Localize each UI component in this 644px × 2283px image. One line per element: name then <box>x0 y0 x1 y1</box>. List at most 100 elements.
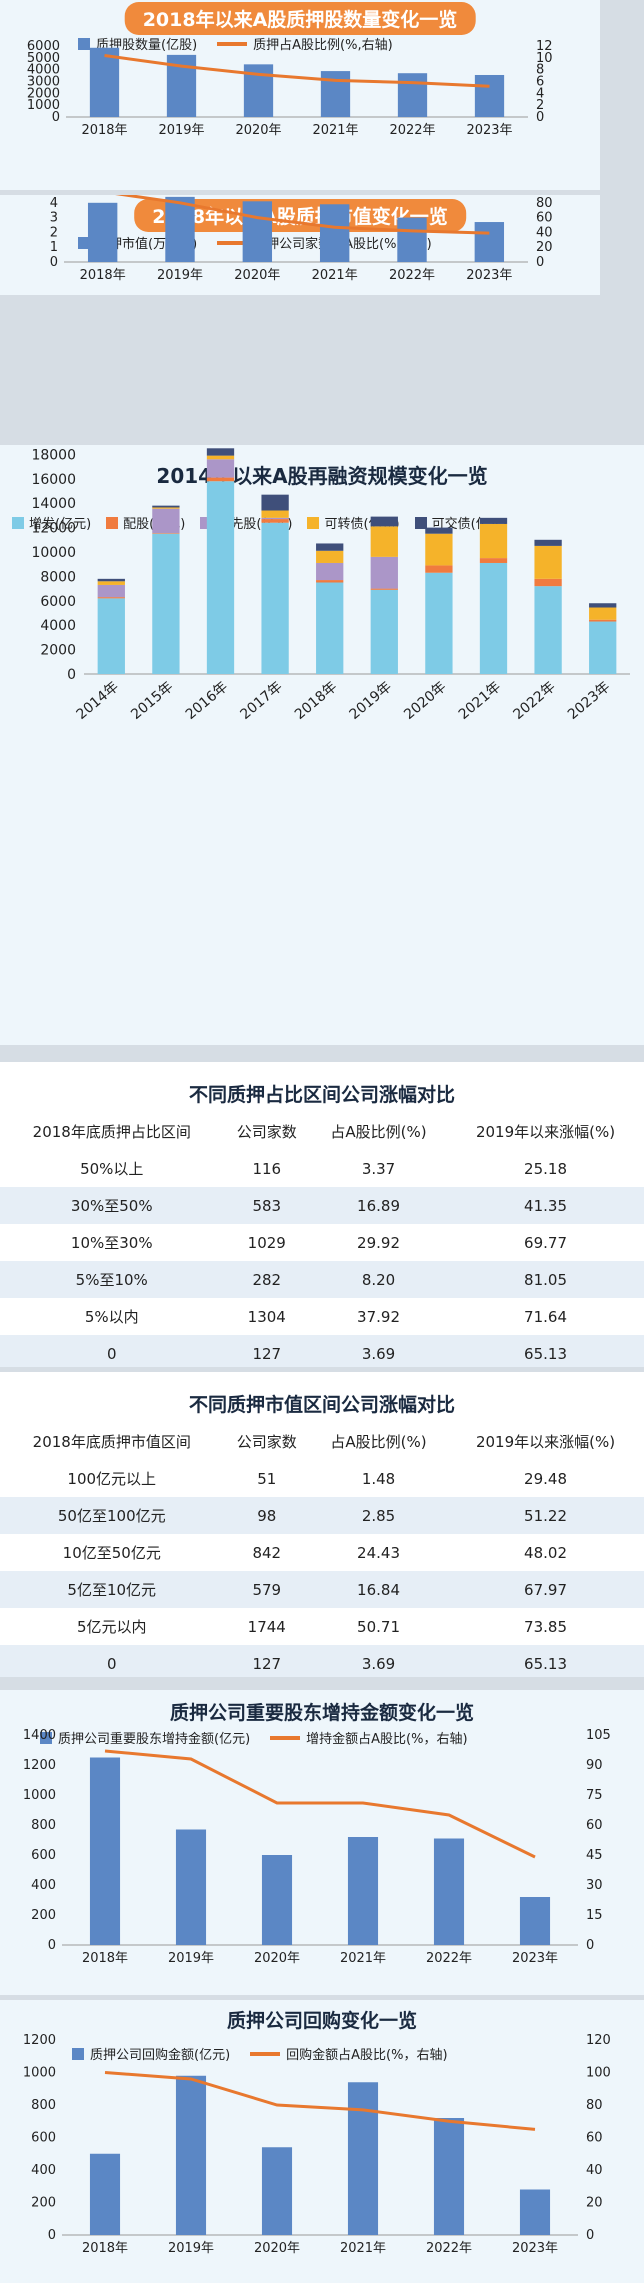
table-cell: 282 <box>223 1261 311 1298</box>
stacked-bar-segment <box>425 565 453 573</box>
column-header: 公司家数 <box>236 1432 297 1451</box>
bar <box>320 71 351 117</box>
legend-swatch <box>307 516 320 529</box>
bar <box>165 196 195 262</box>
table-cell: 73.85 <box>524 1617 567 1636</box>
table-row: 30%至50% 583 16.89 41.35 <box>0 1187 644 1224</box>
table-cell: 0 <box>0 1335 224 1367</box>
legend-swatch <box>414 516 427 529</box>
y-tick-label: 6000 <box>27 39 60 54</box>
chart-legend: 质押公司重要股东增持金额(亿元) 增持金额占A股比(%，右轴) <box>40 1728 468 1747</box>
table-cell: 51.22 <box>447 1497 644 1534</box>
bar <box>242 201 273 262</box>
x-tick-label: 2019年 <box>157 268 203 283</box>
bar <box>519 1897 551 1945</box>
table-header-row: 2018年底质押市值区间 公司家数 占A股比例(%) 2019年以来涨幅(%) <box>0 1422 644 1460</box>
table-row: 0 127 3.69 65.13 <box>0 1335 644 1367</box>
pledged-shares-panel: 2018年以来A股质押股数量变化一览 质押股数量(亿股) 质押占A股比例(%,右… <box>0 0 600 190</box>
bar <box>87 202 118 262</box>
x-tick-label: 2020年 <box>254 2241 300 2256</box>
column-header: 2018年底质押占比区间 <box>32 1122 191 1141</box>
stacked-bar-segment <box>152 508 180 534</box>
stacked-bar-segment <box>479 517 508 524</box>
table-cell: 29.48 <box>524 1469 567 1488</box>
stacked-bar-segment <box>97 578 125 582</box>
stacked-bar-segment <box>206 477 235 482</box>
x-tick-label: 2021年 <box>456 679 504 723</box>
y-tick-label: 5 <box>50 195 58 196</box>
y2-tick-label: 6 <box>536 75 544 90</box>
legend-label: 回购金额占A股比(%，右轴) <box>286 2048 448 2063</box>
y-tick-label: 1200 <box>23 2033 56 2048</box>
chart-title: 质押公司重要股东增持金额变化一览 <box>169 1702 474 1724</box>
x-tick-label: 2018年 <box>292 679 340 723</box>
table-header-row: 2018年底质押占比区间 公司家数 占A股比例(%) 2019年以来涨幅(%) <box>0 1112 644 1150</box>
y2-tick-label: 60 <box>586 2131 603 2146</box>
y-tick-label: 0 <box>48 1938 56 1953</box>
y-tick-label: 18000 <box>31 447 76 463</box>
x-tick-label: 2022年 <box>426 1951 472 1966</box>
stacked-bar-segment <box>152 505 180 508</box>
y2-tick-label: 0 <box>536 255 544 270</box>
value-table: 2018年底质押市值区间 公司家数 占A股比例(%) 2019年以来涨幅(%) … <box>0 1422 644 1677</box>
y-tick-label: 3000 <box>27 75 60 90</box>
x-tick-label: 2019年 <box>168 2241 214 2256</box>
x-tick-label: 2020年 <box>235 123 281 138</box>
stacked-bar-segment <box>534 578 562 587</box>
ratio-table-panel: 不同质押占比区间公司涨幅对比 2018年底质押占比区间 公司家数 占A股比例(%… <box>0 1062 644 1367</box>
refinancing-panel: 2014年以来A股再融资规模变化一览 增发(亿元) 配股(亿元) 优先股(亿元)… <box>0 445 644 1045</box>
y-tick-label: 1000 <box>23 1788 56 1803</box>
y-tick-label: 2000 <box>27 86 60 101</box>
table-cell: 1.48 <box>361 1469 396 1488</box>
bar <box>397 217 427 262</box>
y-tick-label: 2000 <box>40 643 76 659</box>
x-tick-label: 2021年 <box>312 268 358 283</box>
y-tick-label: 0 <box>48 2228 56 2243</box>
stacked-bar-segment <box>589 603 617 608</box>
table-cell: 51 <box>257 1469 277 1488</box>
stacked-bar-segment <box>316 562 344 581</box>
x-tick-label: 2020年 <box>401 679 449 723</box>
y-tick-label: 400 <box>31 1878 56 1893</box>
y2-tick-label: 8 <box>536 63 544 78</box>
table-cell: 29.92 <box>357 1233 400 1252</box>
table-cell: 5%以内 <box>84 1308 139 1326</box>
table-title: 不同质押市值区间公司涨幅对比 <box>188 1394 455 1416</box>
legend-label: 质押公司回购金额(亿元) <box>90 2048 231 2063</box>
table-row: 100亿元以上 51 1.48 29.48 <box>0 1460 644 1497</box>
column-header: 占A股比例(%) <box>330 1122 427 1141</box>
bar <box>433 2118 465 2235</box>
column-header: 公司家数 <box>236 1122 297 1141</box>
y-tick-label: 1 <box>50 240 58 255</box>
column-header: 2019年以来涨幅(%) <box>475 1122 616 1141</box>
stacked-bar-segment <box>316 582 344 674</box>
stacked-bar-segment <box>261 519 289 523</box>
x-tick-label: 2022年 <box>389 123 435 138</box>
x-tick-label: 2023年 <box>512 2241 558 2256</box>
x-tick-label: 2021年 <box>340 2241 386 2256</box>
y2-tick-label: 40 <box>586 2163 603 2178</box>
y-tick-label: 200 <box>31 1908 56 1923</box>
table-cell: 0 <box>0 1645 224 1677</box>
table-row: 5亿元以内 1744 50.71 73.85 <box>0 1608 644 1645</box>
legend-swatch <box>106 516 119 529</box>
table-cell: 69.77 <box>524 1233 567 1252</box>
table-row: 5亿至10亿元 579 16.84 67.97 <box>0 1571 644 1608</box>
pledged-value-chart: 0123452018年2019年2020年2021年2022年2023年0204… <box>50 195 561 283</box>
y-tick-label: 14000 <box>31 496 76 512</box>
table-row: 5%以内 1304 37.92 71.64 <box>0 1298 644 1335</box>
legend-line-swatch <box>250 2051 281 2056</box>
stacked-bar-segment <box>97 597 125 599</box>
series-line <box>104 1749 536 1859</box>
legend-line-swatch <box>217 41 248 46</box>
y2-tick-label: 100 <box>536 195 561 196</box>
table-cell: 16.84 <box>310 1571 448 1608</box>
bar <box>433 1838 465 1945</box>
table-cell: 67.97 <box>447 1571 644 1608</box>
chart-title: 2018年以来A股质押股数量变化一览 <box>124 2 476 35</box>
y-tick-label: 4000 <box>40 618 76 634</box>
x-tick-label: 2018年 <box>81 123 127 138</box>
table-cell: 71.64 <box>524 1307 567 1326</box>
